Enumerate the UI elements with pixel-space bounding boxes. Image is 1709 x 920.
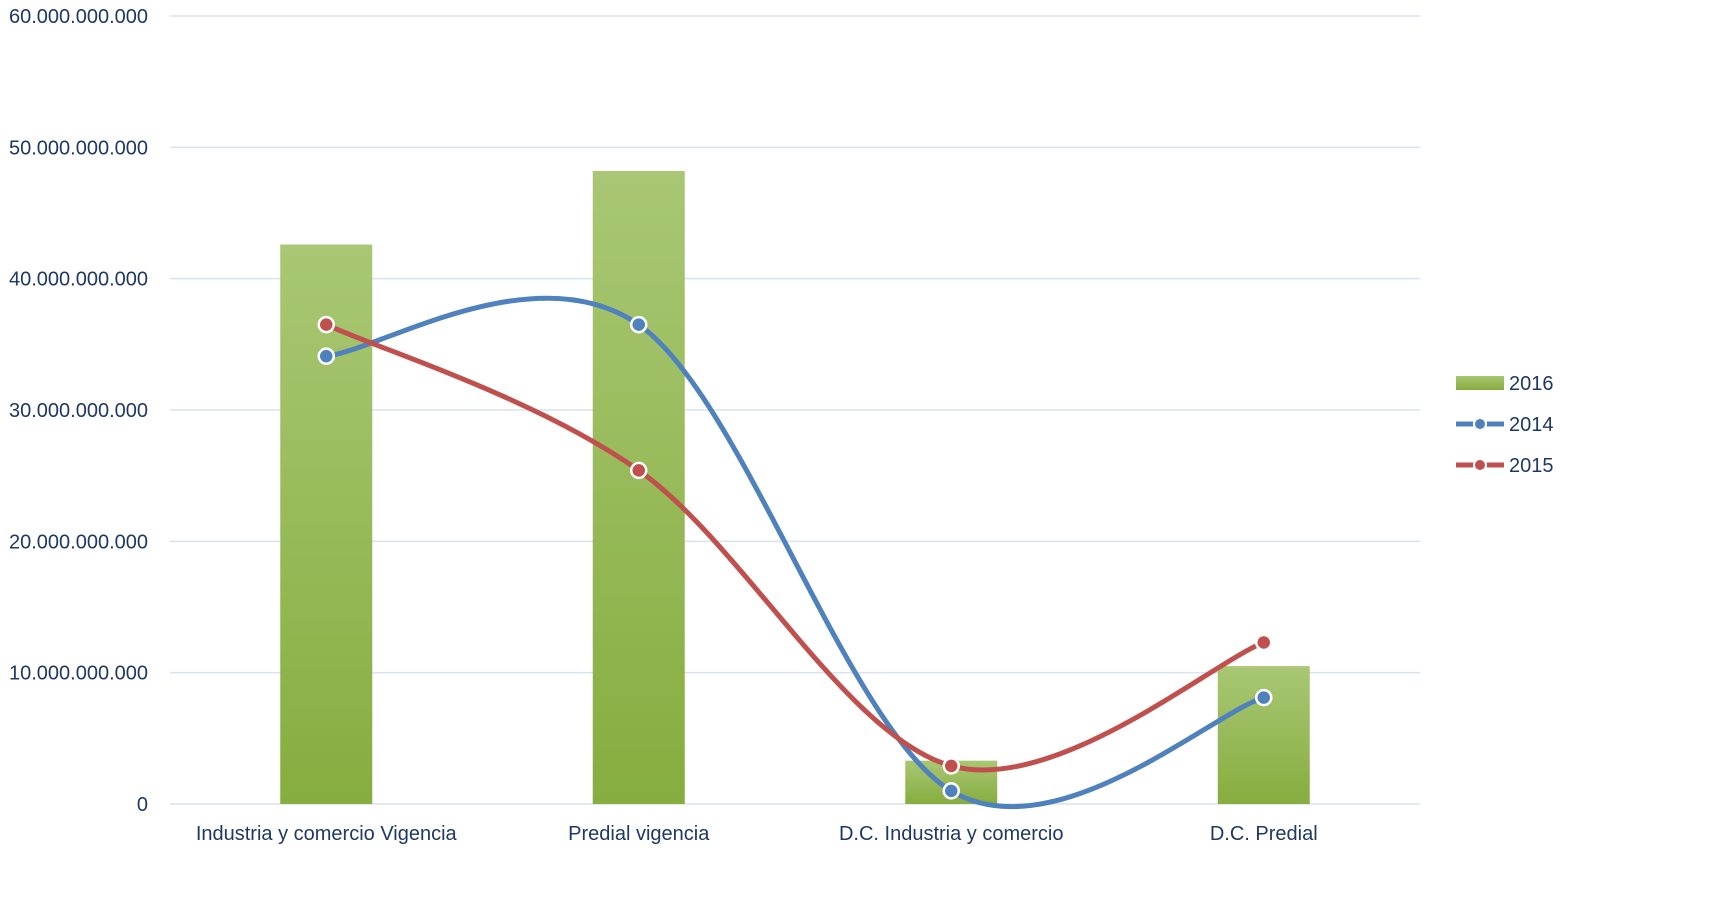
legend: 2016 2014 2015 (1456, 373, 1554, 477)
x-category-label: Industria y comercio Vigencia (196, 823, 458, 845)
point-2015 (630, 461, 648, 480)
y-tick-label: 0 (137, 794, 148, 816)
legend-label: 2016 (1509, 373, 1554, 395)
x-category-label: D.C. Predial (1210, 823, 1318, 845)
line-2015 (323, 322, 1267, 773)
legend-marker (1473, 417, 1487, 431)
y-tick-label: 20.000.000.000 (9, 531, 148, 553)
x-category-label: D.C. Industria y comercio (839, 823, 1064, 845)
y-tick-label: 50.000.000.000 (9, 137, 148, 159)
bar-2016 (1217, 666, 1310, 804)
legend-label: 2015 (1509, 455, 1554, 477)
legend-item-2014: 2014 (1456, 414, 1554, 436)
x-category-label: Predial vigencia (568, 823, 710, 845)
bar-2016 (592, 170, 685, 804)
bar-series (280, 170, 1310, 804)
point-2015 (1255, 633, 1273, 652)
line-2014 (323, 295, 1267, 810)
y-tick-label: 60.000.000.000 (9, 6, 148, 28)
point-2015 (317, 315, 335, 334)
point-2014 (630, 315, 648, 334)
legend-item-2016: 2016 (1456, 373, 1554, 395)
y-axis-tick-labels: 0 10.000.000.000 20.000.000.000 30.000.000.… (9, 6, 148, 816)
x-axis-category-labels: Industria y comercio Vigencia Predial vig… (196, 823, 1318, 845)
y-tick-label: 40.000.000.000 (9, 269, 148, 291)
point-2014 (1255, 688, 1273, 707)
y-tick-label: 10.000.000.000 (9, 663, 148, 685)
legend-item-2015: 2015 (1456, 455, 1554, 477)
point-2014 (317, 347, 335, 365)
legend-marker (1473, 458, 1487, 472)
legend-swatch (1456, 376, 1504, 390)
gridlines (170, 15, 1420, 805)
point-2015 (942, 757, 960, 775)
point-2014 (942, 782, 960, 800)
legend-label: 2014 (1509, 414, 1554, 436)
y-tick-label: 30.000.000.000 (9, 400, 148, 422)
line-series (317, 295, 1273, 810)
